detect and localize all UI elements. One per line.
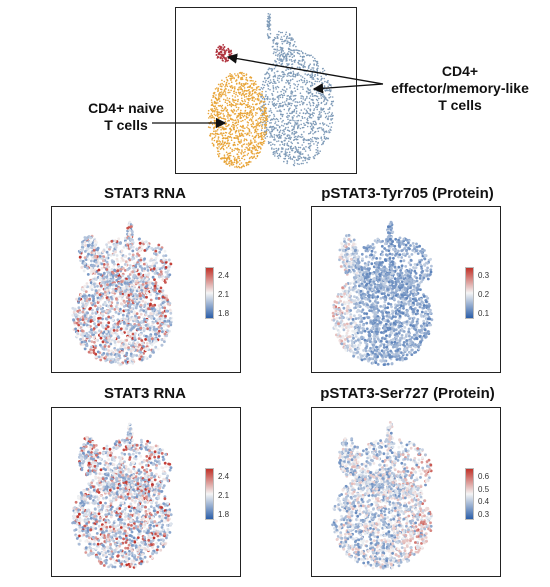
- feature-panel-2: 0.3 0.2 0.1: [311, 206, 501, 373]
- colorbar-3-tick-1: 2.4: [218, 472, 230, 481]
- arrow-to-effector: [312, 83, 384, 94]
- colorbar-2-tick-2: 0.2: [478, 290, 490, 299]
- feature-panel-1: 2.4 2.1 1.8: [51, 206, 241, 373]
- colorbar-1: [205, 267, 214, 319]
- colorbar-2-tick-3: 0.1: [478, 309, 490, 318]
- feature-plot-2: [330, 220, 434, 366]
- colorbar-1-tick-1: 2.4: [218, 271, 230, 280]
- panel-title-4: pSTAT3-Ser727 (Protein): [320, 385, 495, 402]
- label-cd4-effector-line2: effector/memory-like: [391, 80, 529, 96]
- colorbar-2: [465, 267, 474, 319]
- label-cd4-naive: CD4+ naive T cells: [66, 100, 186, 134]
- arrow-to-small-cluster: [226, 53, 384, 85]
- label-cd4-effector-line3: T cells: [438, 97, 482, 113]
- feature-panel-4: 0.6 0.5 0.4 0.3: [311, 407, 501, 577]
- colorbar-4-tick-2: 0.5: [478, 484, 490, 494]
- feature-plot-4: [331, 421, 433, 570]
- panel-title-1: STAT3 RNA: [104, 185, 186, 202]
- panel-title-2: pSTAT3-Tyr705 (Protein): [321, 185, 494, 202]
- colorbar-3-tick-3: 1.8: [218, 510, 230, 519]
- colorbar-4: [465, 468, 474, 520]
- feature-plot-1: [71, 220, 174, 367]
- colorbar-1-tick-3: 1.8: [218, 309, 230, 318]
- colorbar-4-tick-1: 0.6: [478, 472, 490, 481]
- colorbar-3: [205, 468, 214, 520]
- colorbar-1-tick-2: 2.1: [218, 290, 230, 299]
- label-cd4-naive-line1: CD4+ naive: [88, 100, 164, 116]
- colorbar-3-tick-2: 2.1: [218, 491, 230, 500]
- panel-title-3: STAT3 RNA: [104, 385, 186, 402]
- feature-panel-3: 2.4 2.1 1.8: [51, 407, 241, 577]
- label-cd4-effector: CD4+ effector/memory-like T cells: [380, 63, 540, 114]
- top-umap-panel: [175, 7, 357, 174]
- label-cd4-effector-line1: CD4+: [441, 63, 479, 79]
- label-cd4-naive-line2: T cells: [104, 117, 148, 133]
- colorbar-2-tick-1: 0.3: [478, 271, 490, 280]
- colorbar-4-tick-4: 0.3: [478, 510, 490, 519]
- feature-plot-3: [71, 422, 173, 570]
- colorbar-4-tick-3: 0.4: [478, 497, 490, 507]
